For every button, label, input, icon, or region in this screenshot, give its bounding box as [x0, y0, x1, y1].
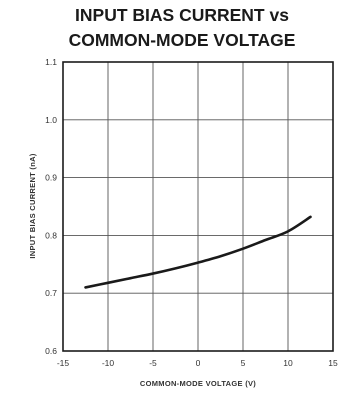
y-tick-label: 0.9 [45, 173, 57, 183]
y-tick-label: 0.8 [45, 230, 57, 240]
x-tick-label: 10 [283, 358, 293, 368]
x-tick-label: 5 [241, 358, 246, 368]
y-tick-label: 0.6 [45, 346, 57, 356]
x-tick-label: 15 [328, 358, 338, 368]
tick-labels: -15 -10 -5 0 5 10 15 0.6 0.7 0.8 0.9 1.0 1.1 [45, 57, 338, 368]
y-tick-label: 0.7 [45, 288, 57, 298]
x-tick-label: -15 [57, 358, 70, 368]
y-tick-label: 1.0 [45, 115, 57, 125]
x-tick-label: 0 [196, 358, 201, 368]
chart-title: INPUT BIAS CURRENT vs [75, 5, 289, 25]
y-axis-label: INPUT BIAS CURRENT (nA) [28, 153, 37, 258]
x-tick-label: -5 [149, 358, 157, 368]
y-tick-label: 1.1 [45, 57, 57, 67]
grid [63, 62, 333, 351]
chart-subtitle: COMMON-MODE VOLTAGE [69, 30, 296, 50]
x-axis-label: COMMON-MODE VOLTAGE (V) [140, 379, 256, 388]
x-tick-label: -10 [102, 358, 115, 368]
